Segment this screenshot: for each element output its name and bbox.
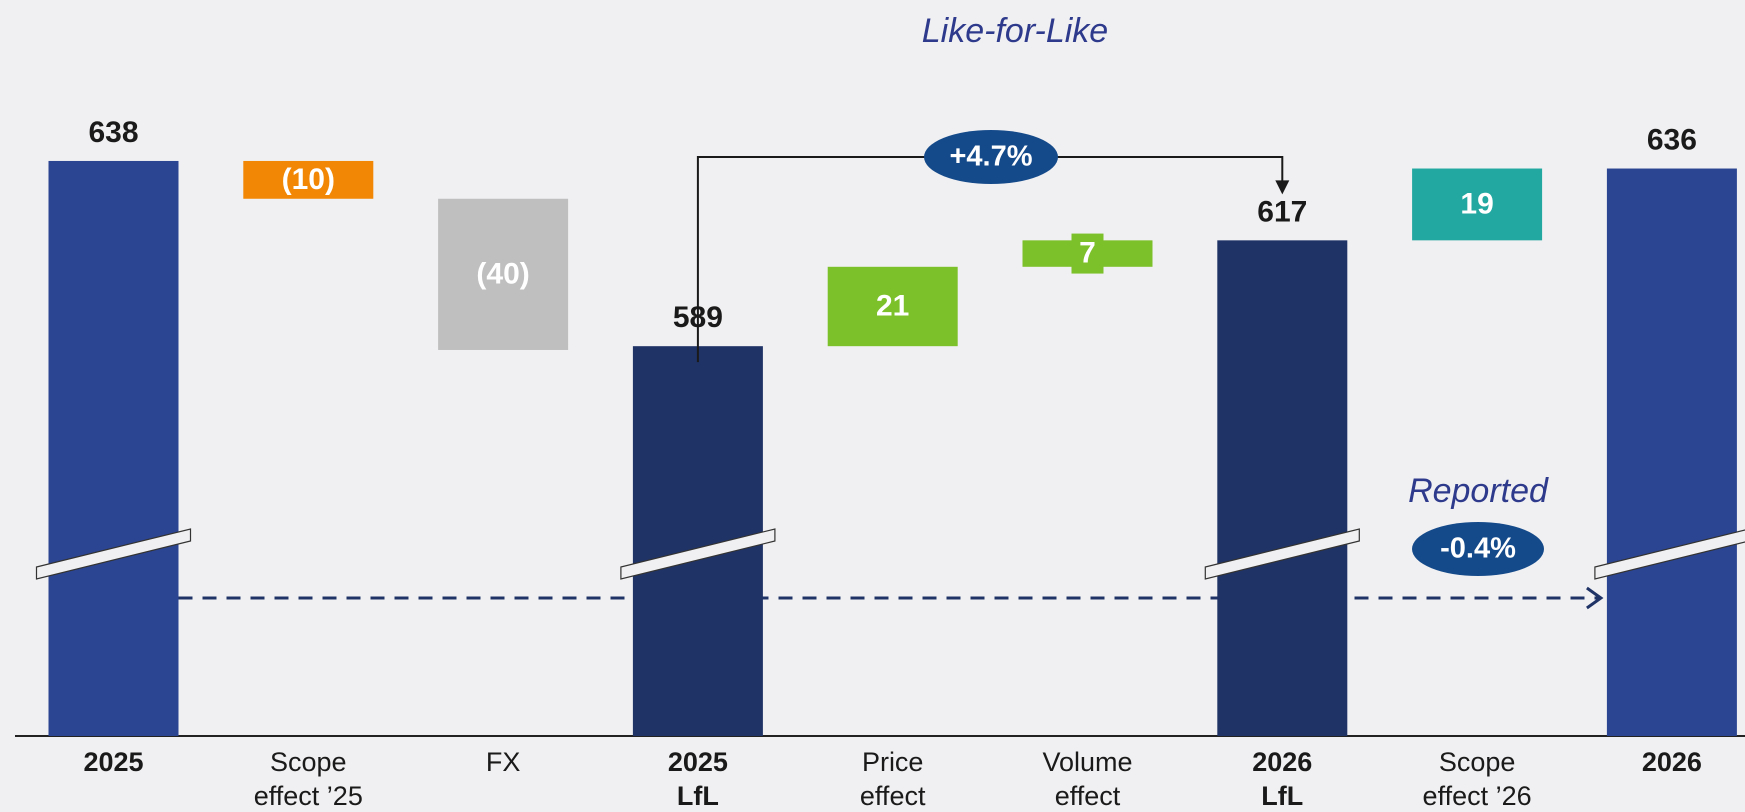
value-label: 21 bbox=[876, 289, 909, 322]
axis-break bbox=[1594, 529, 1745, 580]
axis-break bbox=[35, 528, 192, 580]
x-tick-label: Volume bbox=[1042, 747, 1132, 777]
x-tick-label: FX bbox=[486, 747, 521, 777]
bar bbox=[438, 198, 569, 350]
lfl-change: +4.7% bbox=[949, 141, 1032, 173]
arrowhead bbox=[1586, 586, 1604, 610]
value-label: 19 bbox=[1460, 187, 1493, 220]
bar bbox=[827, 266, 958, 347]
x-tick-label: 2025 bbox=[668, 747, 728, 777]
value-label: 7 bbox=[1079, 236, 1096, 269]
x-tick-label: effect ’26 bbox=[1423, 781, 1532, 811]
reported-label: Reported bbox=[1408, 472, 1549, 510]
chart-title: Like-for-Like bbox=[922, 12, 1108, 50]
x-tick-label: effect ’25 bbox=[254, 781, 363, 811]
value-label: 638 bbox=[88, 116, 138, 149]
x-tick-label: Scope bbox=[1439, 747, 1516, 777]
arrowhead bbox=[1275, 180, 1290, 195]
axis-break bbox=[620, 528, 776, 580]
x-tick-label: effect bbox=[1055, 781, 1121, 811]
value-label: 636 bbox=[1647, 123, 1697, 156]
x-tick-label: 2026 bbox=[1642, 747, 1702, 777]
x-tick-label: 2025 bbox=[83, 747, 143, 777]
label-background bbox=[1071, 233, 1104, 274]
reported-change: -0.4% bbox=[1440, 533, 1516, 565]
reported-badge bbox=[1412, 522, 1544, 576]
x-tick-label: Scope bbox=[270, 747, 347, 777]
value-label: (40) bbox=[476, 257, 529, 290]
bar bbox=[1412, 168, 1543, 241]
axis-break bbox=[1204, 528, 1360, 580]
value-label: 617 bbox=[1257, 195, 1307, 228]
bar bbox=[48, 160, 179, 736]
bar bbox=[1217, 240, 1348, 736]
lfl-badge bbox=[924, 130, 1058, 184]
bar bbox=[243, 160, 374, 199]
bar bbox=[1606, 168, 1737, 736]
x-tick-label: Price bbox=[862, 747, 924, 777]
x-tick-label: effect bbox=[860, 781, 926, 811]
x-tick-label: 2026 bbox=[1252, 747, 1312, 777]
value-label: (10) bbox=[282, 163, 335, 196]
x-tick-label: LfL bbox=[677, 781, 719, 811]
x-tick-label: LfL bbox=[1261, 781, 1303, 811]
